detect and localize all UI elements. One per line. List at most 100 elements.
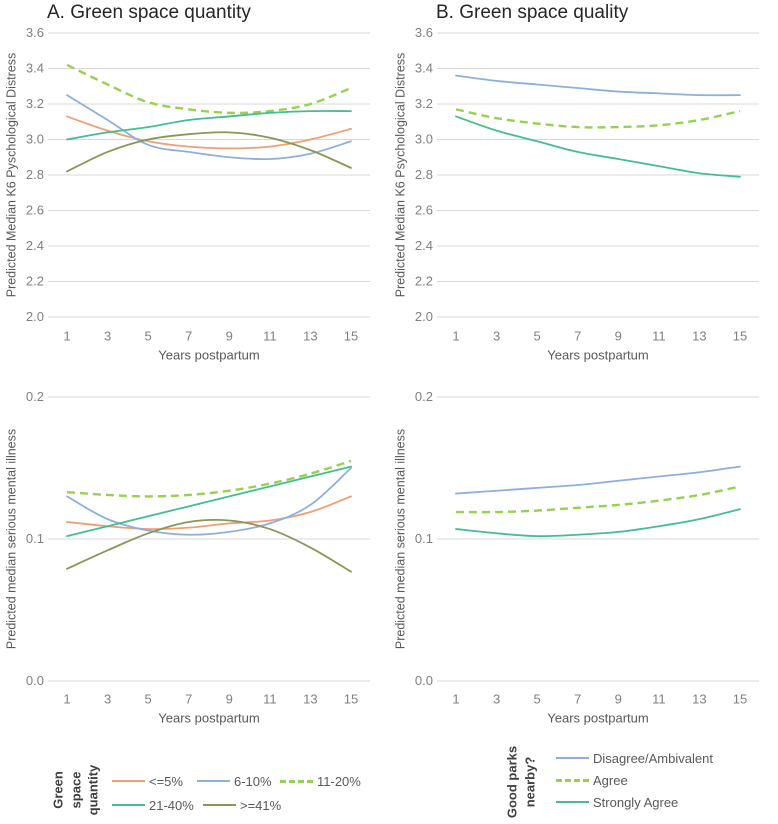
y-tick-label: 0.0	[26, 673, 44, 688]
x-tick-label: 15	[344, 691, 358, 706]
series-line->=41%	[66, 519, 352, 573]
legend-item-label: >=41%	[240, 797, 282, 813]
x-tick-label: 13	[692, 691, 706, 706]
legend-item: 6-10%	[197, 773, 272, 789]
legend-heading: Good parks nearby?	[504, 745, 537, 819]
y-tick-label: 0.1	[415, 531, 433, 546]
y-axis-label: Predicted Median K6 Pyschological Distre…	[4, 53, 18, 298]
legend-key-line	[112, 780, 145, 782]
x-tick-label: 1	[452, 691, 459, 706]
x-tick-label: 13	[303, 328, 317, 343]
series-line-Disagree/Ambivalent	[455, 465, 741, 495]
legend-key-line	[197, 780, 230, 782]
x-tick-label: 11	[652, 328, 666, 343]
x-tick-label: 15	[344, 328, 358, 343]
x-tick-label: 7	[574, 691, 581, 706]
x-tick-label: 3	[493, 691, 500, 706]
legend-key-line	[556, 757, 589, 759]
x-tick-label: 1	[452, 328, 459, 343]
legend-item: 11-20%	[280, 773, 361, 789]
legend-item: <=5%	[112, 773, 183, 789]
x-tick-label: 1	[63, 691, 70, 706]
series-line-6-10%	[66, 467, 352, 536]
y-tick-label: 0.0	[415, 673, 433, 688]
legend-heading: Green space quantity	[50, 764, 101, 816]
y-tick-label: 2.8	[26, 167, 44, 182]
y-tick-label: 3.0	[26, 131, 44, 146]
legend-key-line	[556, 778, 589, 782]
series-line-Agree	[455, 108, 741, 129]
legend-item-label: 11-20%	[317, 773, 361, 789]
y-tick-label: 3.6	[26, 25, 44, 40]
legend-item-label: Strongly Agree	[593, 794, 679, 810]
legend-item: >=41%	[203, 797, 281, 813]
legend-good-parks-nearby: Good parks nearby? Disagree/Ambivalent Agr…	[389, 740, 778, 824]
series-line-6-10%	[66, 94, 352, 161]
legend-item: Agree	[556, 772, 628, 788]
legend-item-label: 21-40%	[149, 797, 194, 813]
y-tick-label: 3.2	[26, 96, 44, 111]
x-tick-label: 5	[533, 691, 540, 706]
x-tick-label: 9	[615, 691, 622, 706]
legend-key-line	[112, 804, 145, 806]
x-tick-label: 3	[493, 328, 500, 343]
y-tick-label: 2.0	[415, 309, 433, 324]
y-tick-label: 2.4	[415, 238, 433, 253]
y-tick-label: 3.4	[415, 60, 433, 75]
x-axis-label: Years postpartum	[158, 347, 259, 362]
legend-item: Disagree/Ambivalent	[556, 750, 713, 766]
x-tick-label: 9	[615, 328, 622, 343]
series-line-21-40%	[66, 110, 352, 141]
legend-green-space-quantity: Green space quantity <=5% 6-10% 11-20% 21-40…	[0, 740, 389, 824]
x-tick-label: 7	[185, 691, 192, 706]
y-tick-label: 0.2	[26, 389, 44, 404]
x-axis-label: Years postpartum	[158, 710, 259, 725]
x-tick-label: 13	[692, 328, 706, 343]
x-tick-label: 5	[533, 328, 540, 343]
x-tick-label: 7	[574, 328, 581, 343]
series-line-Strongly Agree	[455, 508, 741, 538]
y-tick-label: 2.0	[26, 309, 44, 324]
y-tick-label: 3.2	[415, 96, 433, 111]
legend-item-label: Agree	[593, 772, 628, 788]
legend-item: 21-40%	[112, 797, 194, 813]
x-axis-label: Years postpartum	[547, 347, 648, 362]
legend-item-label: 6-10%	[234, 773, 272, 789]
y-tick-label: 3.6	[415, 25, 433, 40]
panel-b-title: B. Green space quality	[436, 2, 629, 23]
series-line-Agree	[455, 485, 741, 514]
x-tick-label: 9	[226, 328, 233, 343]
y-axis-label: Predicted median serious mental illness	[4, 429, 18, 649]
x-tick-label: 5	[144, 328, 151, 343]
x-tick-label: 11	[263, 691, 277, 706]
y-axis-label: Predicted median serious mental illness	[393, 429, 407, 649]
y-tick-label: 3.0	[415, 131, 433, 146]
y-tick-label: 2.2	[415, 273, 433, 288]
series-line-Disagree/Ambivalent	[455, 74, 741, 97]
series-line-11-20%	[66, 63, 352, 115]
y-tick-label: 2.2	[26, 273, 44, 288]
y-tick-label: 2.4	[26, 238, 44, 253]
y-axis-label: Predicted Median K6 Psychological Distre…	[393, 53, 407, 298]
y-tick-label: 2.6	[415, 202, 433, 217]
x-tick-label: 11	[263, 328, 277, 343]
x-tick-label: 1	[63, 328, 70, 343]
chart-k6-by-green-space-quantity: 3.63.43.23.02.82.62.42.22.01 3 5 7 9 11 13 15Ye…	[4, 25, 370, 362]
y-tick-label: 0.1	[26, 531, 44, 546]
x-tick-label: 11	[652, 691, 666, 706]
y-tick-label: 2.6	[26, 202, 44, 217]
x-tick-label: 7	[185, 328, 192, 343]
series-line-11-20%	[66, 459, 352, 498]
y-tick-label: 3.4	[26, 60, 44, 75]
legend-key-line	[280, 779, 313, 783]
y-tick-label: 0.2	[415, 389, 433, 404]
series-line->=41%	[66, 131, 352, 173]
x-tick-label: 3	[104, 328, 111, 343]
x-tick-label: 5	[144, 691, 151, 706]
x-tick-label: 13	[303, 691, 317, 706]
x-tick-label: 15	[733, 691, 747, 706]
panel-a-title: A. Green space quantity	[47, 2, 251, 23]
x-axis-label: Years postpartum	[547, 710, 648, 725]
